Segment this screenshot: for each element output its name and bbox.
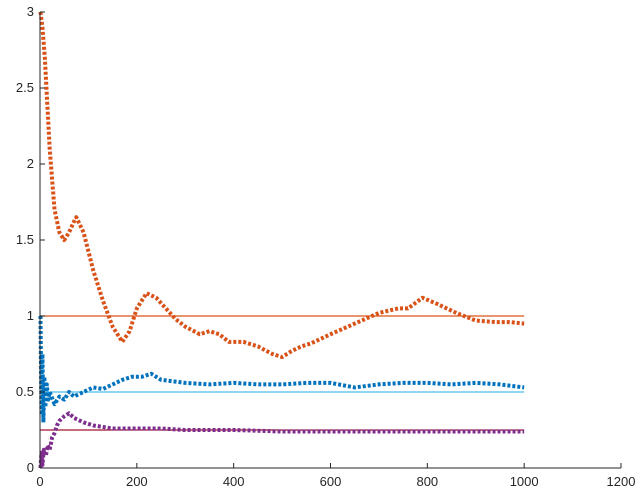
series-line-1	[38, 11, 525, 360]
x-tick-label: 400	[223, 474, 245, 489]
y-tick-label: 1.5	[16, 232, 34, 247]
x-tick-label: 1200	[607, 474, 636, 489]
series-line-3	[38, 411, 525, 469]
y-tick-label: 2	[27, 156, 34, 171]
reference-lines	[40, 315, 525, 431]
series-line-2	[38, 315, 525, 425]
x-tick-label: 800	[416, 474, 438, 489]
y-tick-label: 0.5	[16, 384, 34, 399]
y-tick-label: 2.5	[16, 80, 34, 95]
y-tick-label: 1	[27, 308, 34, 323]
y-tick-label: 3	[27, 4, 34, 19]
x-tick-label: 0	[36, 474, 43, 489]
x-tick-label: 1000	[510, 474, 539, 489]
x-axis-ticks: 0 200 400 600 800 1000 1200	[36, 463, 635, 489]
x-tick-label: 600	[320, 474, 342, 489]
x-tick-label: 200	[126, 474, 148, 489]
y-axis-ticks: 0 0.5 1 1.5 2 2.5 3	[16, 4, 45, 475]
axes	[39, 12, 621, 469]
y-tick-label: 0	[27, 460, 34, 475]
series-lines	[38, 11, 525, 469]
